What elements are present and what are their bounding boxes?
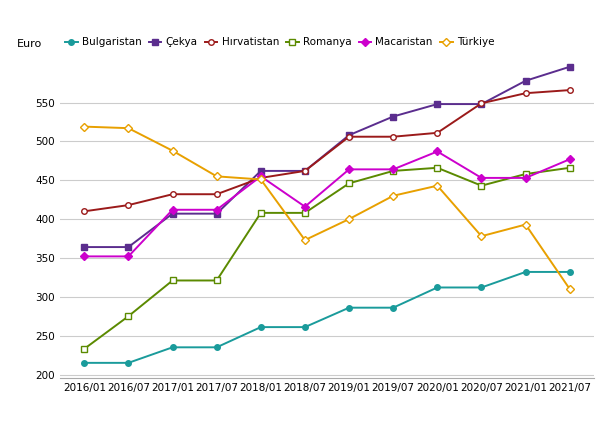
Macaristan (257, 174, 265, 179)
Çekya (478, 101, 485, 107)
Hırvatistan (125, 203, 132, 208)
Hırvatistan (389, 134, 397, 139)
Macaristan (301, 204, 308, 209)
Bulgaristan (301, 325, 308, 330)
Çekya (169, 211, 176, 216)
Romanya (301, 210, 308, 215)
Çekya (346, 132, 353, 138)
Çekya (522, 78, 529, 83)
Türkiye (301, 237, 308, 243)
Legend: Bulgaristan, Çekya, Hırvatistan, Romanya, Macaristan, Türkiye: Bulgaristan, Çekya, Hırvatistan, Romanya… (65, 37, 494, 47)
Macaristan (80, 254, 88, 259)
Bulgaristan (434, 285, 441, 290)
Bulgaristan (169, 345, 176, 350)
Çekya (434, 101, 441, 107)
Bulgaristan (257, 325, 265, 330)
Macaristan (566, 157, 574, 162)
Line: Çekya: Çekya (82, 64, 572, 250)
Türkiye (213, 174, 220, 179)
Bulgaristan (213, 345, 220, 350)
Hırvatistan (213, 192, 220, 197)
Romanya (80, 346, 88, 351)
Çekya (80, 245, 88, 250)
Romanya (125, 313, 132, 319)
Hırvatistan (169, 192, 176, 197)
Hırvatistan (566, 88, 574, 93)
Macaristan (169, 207, 176, 212)
Line: Bulgaristan: Bulgaristan (82, 269, 572, 366)
Türkiye (434, 183, 441, 188)
Macaristan (522, 175, 529, 181)
Çekya (566, 64, 574, 69)
Romanya (566, 165, 574, 170)
Türkiye (169, 148, 176, 153)
Romanya (389, 168, 397, 173)
Romanya (169, 278, 176, 283)
Bulgaristan (566, 269, 574, 274)
Çekya (257, 168, 265, 173)
Türkiye (80, 124, 88, 129)
Hırvatistan (346, 134, 353, 139)
Türkiye (257, 177, 265, 182)
Text: Euro: Euro (17, 40, 43, 49)
Çekya (301, 168, 308, 173)
Line: Macaristan: Macaristan (82, 149, 572, 259)
Romanya (522, 172, 529, 177)
Romanya (213, 278, 220, 283)
Bulgaristan (389, 305, 397, 310)
Hırvatistan (434, 130, 441, 135)
Romanya (346, 181, 353, 186)
Hırvatistan (522, 91, 529, 96)
Türkiye (522, 222, 529, 227)
Hırvatistan (257, 175, 265, 181)
Romanya (478, 183, 485, 188)
Macaristan (125, 254, 132, 259)
Çekya (213, 211, 220, 216)
Hırvatistan (301, 168, 308, 173)
Türkiye (346, 217, 353, 222)
Çekya (125, 245, 132, 250)
Hırvatistan (80, 209, 88, 214)
Line: Romanya: Romanya (82, 165, 572, 352)
Bulgaristan (346, 305, 353, 310)
Macaristan (434, 149, 441, 154)
Bulgaristan (478, 285, 485, 290)
Line: Türkiye: Türkiye (82, 124, 572, 292)
Bulgaristan (125, 360, 132, 366)
Hırvatistan (478, 101, 485, 106)
Türkiye (389, 193, 397, 198)
Türkiye (478, 233, 485, 239)
Macaristan (213, 207, 220, 212)
Türkiye (125, 126, 132, 131)
Macaristan (346, 167, 353, 172)
Bulgaristan (522, 269, 529, 274)
Line: Hırvatistan: Hırvatistan (82, 87, 572, 214)
Bulgaristan (80, 360, 88, 366)
Türkiye (566, 286, 574, 292)
Macaristan (478, 175, 485, 181)
Romanya (257, 210, 265, 215)
Çekya (389, 114, 397, 119)
Romanya (434, 165, 441, 170)
Macaristan (389, 167, 397, 172)
